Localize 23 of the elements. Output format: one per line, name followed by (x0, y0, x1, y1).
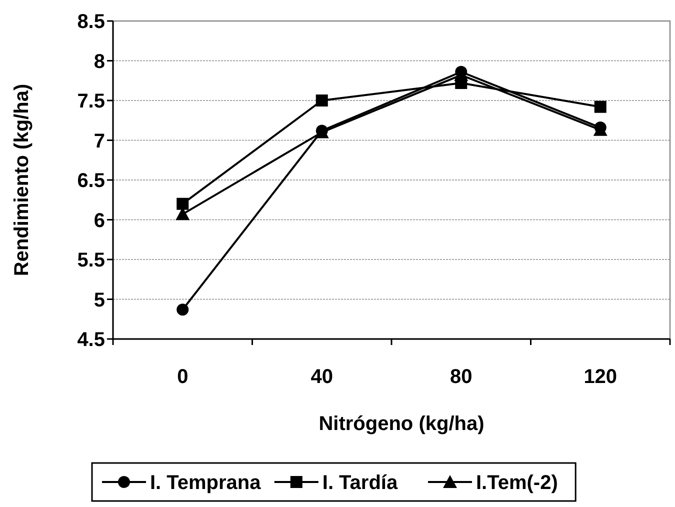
y-tick-label: 7.5 (77, 90, 105, 112)
point (594, 100, 606, 113)
legend-label: I. Temprana (150, 472, 262, 494)
point (316, 94, 328, 106)
point (455, 77, 468, 90)
point (176, 198, 189, 210)
x-tick-label: 0 (177, 366, 188, 388)
y-tick-label: 8.5 (77, 11, 105, 33)
point (176, 304, 189, 316)
x-tick-label: 80 (450, 366, 472, 388)
y-tick-label: 6 (94, 210, 105, 232)
x-axis-title: Nitrógeno (kg/ha) (318, 413, 484, 435)
y-tick-label: 6.5 (77, 170, 105, 192)
legend-label: I.Tem(-2) (476, 472, 558, 494)
y-tick-label: 5.5 (77, 250, 105, 272)
y-tick-label: 8 (94, 50, 105, 73)
legend-label: I. Tardía (322, 472, 398, 494)
y-tick-label: 5 (94, 289, 105, 312)
y-tick-label: 4.5 (77, 329, 105, 351)
y-axis-title: Rendimiento (kg/ha) (11, 84, 33, 276)
y-tick-label: 7 (94, 130, 105, 152)
x-tick-label: 40 (310, 366, 333, 388)
x-tick-label: 120 (584, 366, 618, 388)
